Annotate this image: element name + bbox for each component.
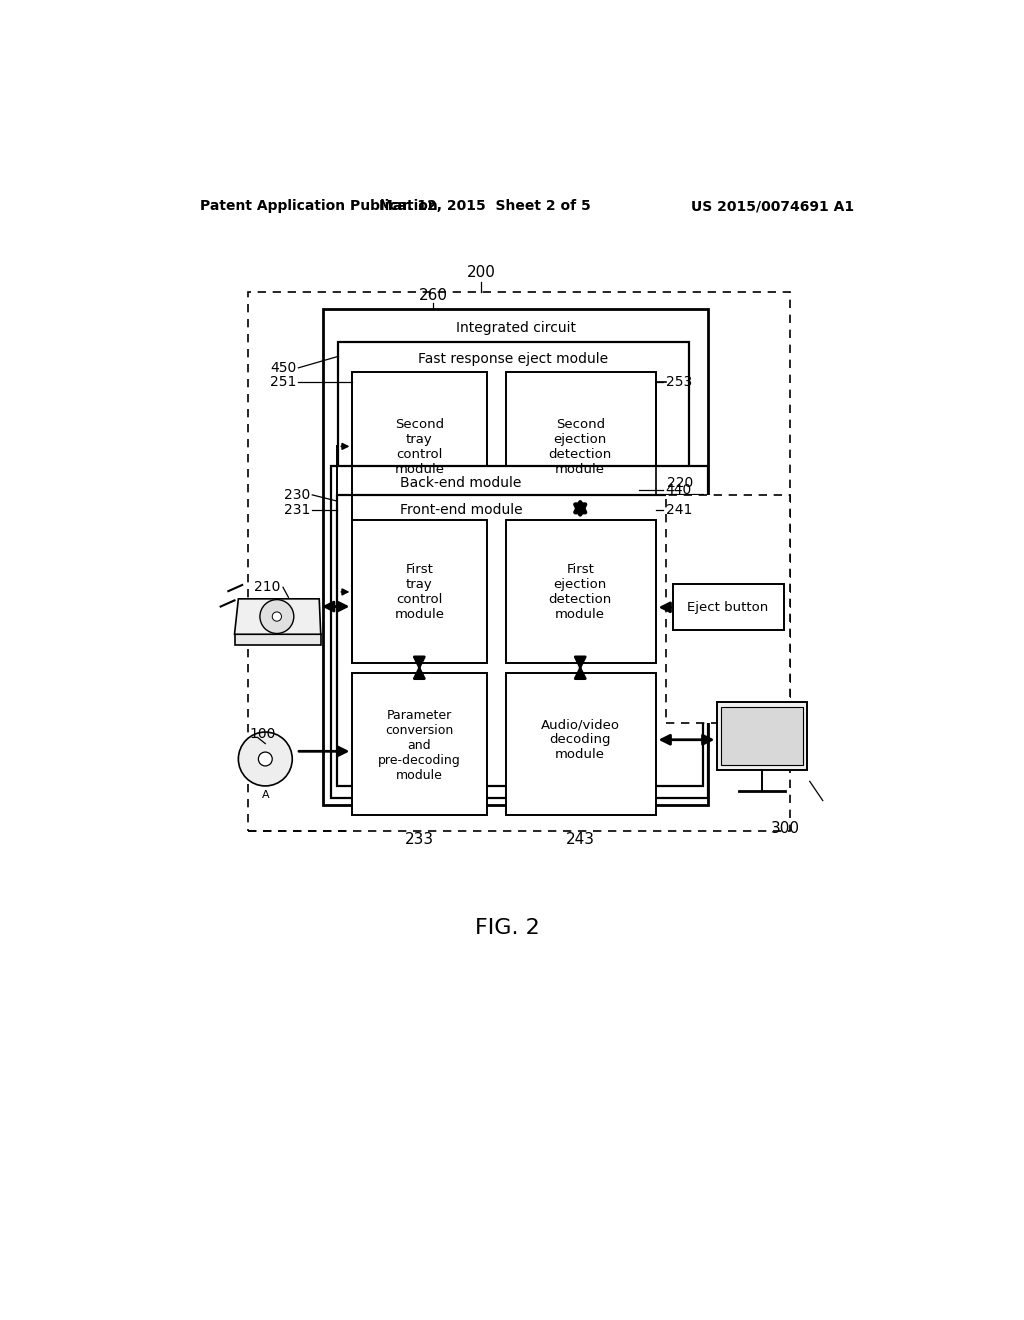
Bar [323, 309, 708, 805]
Bar [666, 495, 791, 723]
Circle shape [260, 599, 294, 634]
Text: Second
tray
control
module: Second tray control module [394, 418, 444, 477]
Text: Audio/video
decoding
module: Audio/video decoding module [541, 718, 620, 762]
Bar [337, 495, 702, 785]
Text: Mar. 12, 2015  Sheet 2 of 5: Mar. 12, 2015 Sheet 2 of 5 [379, 199, 591, 213]
Text: 231: 231 [284, 503, 310, 516]
Text: 440: 440 [666, 483, 692, 496]
Bar [674, 585, 783, 631]
Text: 220: 220 [668, 477, 693, 490]
Bar [352, 372, 487, 521]
Text: Eject button: Eject button [687, 601, 769, 614]
Text: 233: 233 [404, 833, 434, 847]
Text: 300: 300 [770, 821, 800, 836]
Text: 253: 253 [666, 375, 692, 389]
Bar [339, 342, 689, 539]
Text: 100: 100 [250, 727, 276, 742]
Circle shape [272, 612, 282, 622]
Text: First
tray
control
module: First tray control module [394, 562, 444, 620]
Bar [331, 466, 708, 797]
Text: A: A [261, 791, 269, 800]
Text: FIG. 2: FIG. 2 [475, 919, 541, 939]
Text: Fast response eject module: Fast response eject module [418, 351, 608, 366]
Text: Parameter
conversion
and
pre-decoding
module: Parameter conversion and pre-decoding mo… [378, 709, 461, 781]
Polygon shape [234, 635, 321, 645]
Circle shape [239, 733, 292, 785]
Text: 260: 260 [419, 288, 447, 304]
Bar [352, 673, 487, 816]
Text: Front-end module: Front-end module [400, 503, 522, 516]
Text: 230: 230 [284, 488, 310, 502]
Polygon shape [717, 702, 807, 770]
Text: Patent Application Publication: Patent Application Publication [200, 199, 437, 213]
Text: 251: 251 [269, 375, 296, 389]
Text: 200: 200 [467, 265, 496, 280]
Polygon shape [234, 599, 321, 635]
Bar [506, 673, 655, 816]
Polygon shape [721, 706, 803, 766]
Bar [506, 372, 655, 521]
Bar [248, 292, 791, 830]
Bar [352, 520, 487, 663]
Text: 210: 210 [254, 581, 281, 594]
Text: 243: 243 [565, 833, 595, 847]
Circle shape [258, 752, 272, 766]
Text: US 2015/0074691 A1: US 2015/0074691 A1 [691, 199, 854, 213]
Bar [506, 520, 655, 663]
Text: Back-end module: Back-end module [400, 477, 521, 490]
Text: First
ejection
detection
module: First ejection detection module [549, 562, 612, 620]
Text: 450: 450 [270, 360, 296, 375]
Text: 241: 241 [666, 503, 692, 516]
Text: Second
ejection
detection
module: Second ejection detection module [549, 418, 612, 477]
Text: Integrated circuit: Integrated circuit [456, 321, 575, 335]
